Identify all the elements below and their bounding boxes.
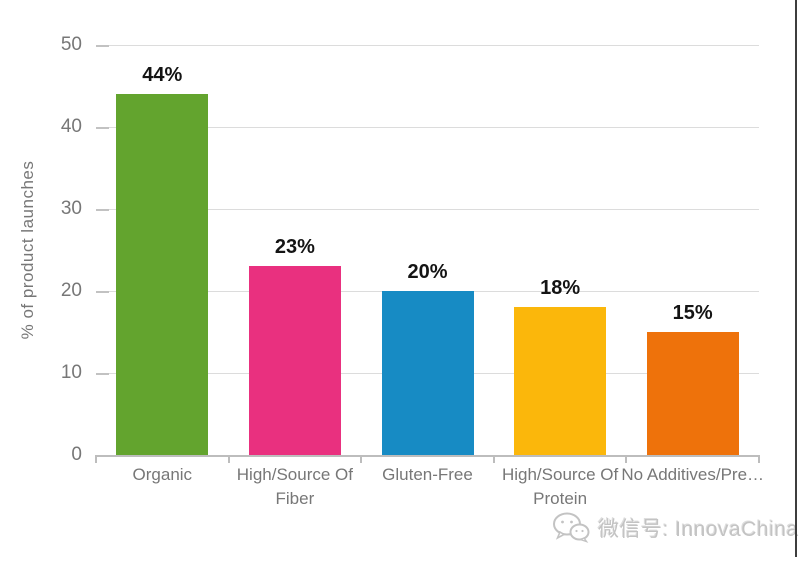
bar-no-additives-pre <box>646 332 739 455</box>
x-axis-tick <box>95 455 97 463</box>
gridline-30 <box>96 209 759 210</box>
x-category-label: Gluten-Free <box>382 465 473 484</box>
x-axis-tick <box>492 455 495 463</box>
y-tick-label-10: 10 <box>60 362 82 383</box>
y-tick-label-0: 0 <box>71 444 82 465</box>
y-tick-mark-40 <box>96 126 109 129</box>
y-tick-mark-30 <box>96 208 109 211</box>
bar-value-label: 23% <box>274 236 315 259</box>
x-category-label: No Additives/Pre… <box>621 465 765 484</box>
bar-gluten-free <box>381 291 474 455</box>
bar-high-source-of-fiber <box>248 266 341 455</box>
x-axis-tick <box>227 455 230 463</box>
gridline-40 <box>96 127 759 128</box>
y-tick-label-30: 30 <box>60 198 82 219</box>
x-axis-tick <box>360 455 363 463</box>
x-category-label: Organic <box>132 465 193 484</box>
y-tick-mark-50 <box>96 44 109 47</box>
bar-value-label: 18% <box>540 277 581 300</box>
bar-high-source-of-protein <box>514 307 607 455</box>
y-tick-mark-20 <box>96 290 109 293</box>
x-axis-tick <box>758 455 760 463</box>
y-tick-label-40: 40 <box>60 116 82 137</box>
wechat-watermark: 微信号: InnovaChina <box>552 512 799 543</box>
x-axis-tick <box>625 455 628 463</box>
wechat-icon <box>553 512 590 543</box>
x-category-label: High/Source Of Protein <box>501 465 619 508</box>
right-border-line <box>795 0 797 557</box>
y-tick-label-20: 20 <box>60 280 82 301</box>
x-category-label: High/Source Of Fiber <box>236 465 353 508</box>
y-tick-mark-10 <box>96 372 109 375</box>
gridline-50 <box>96 45 759 46</box>
bar-value-label: 44% <box>142 64 183 87</box>
bar-value-label: 20% <box>407 261 448 283</box>
bar-organic <box>116 94 209 455</box>
y-axis-title: % of product launches <box>18 160 37 340</box>
watermark-text: 微信号: InnovaChina <box>598 517 799 541</box>
y-tick-label-50: 50 <box>60 34 82 55</box>
x-axis-line <box>96 455 759 457</box>
bar-value-label: 15% <box>672 302 713 324</box>
